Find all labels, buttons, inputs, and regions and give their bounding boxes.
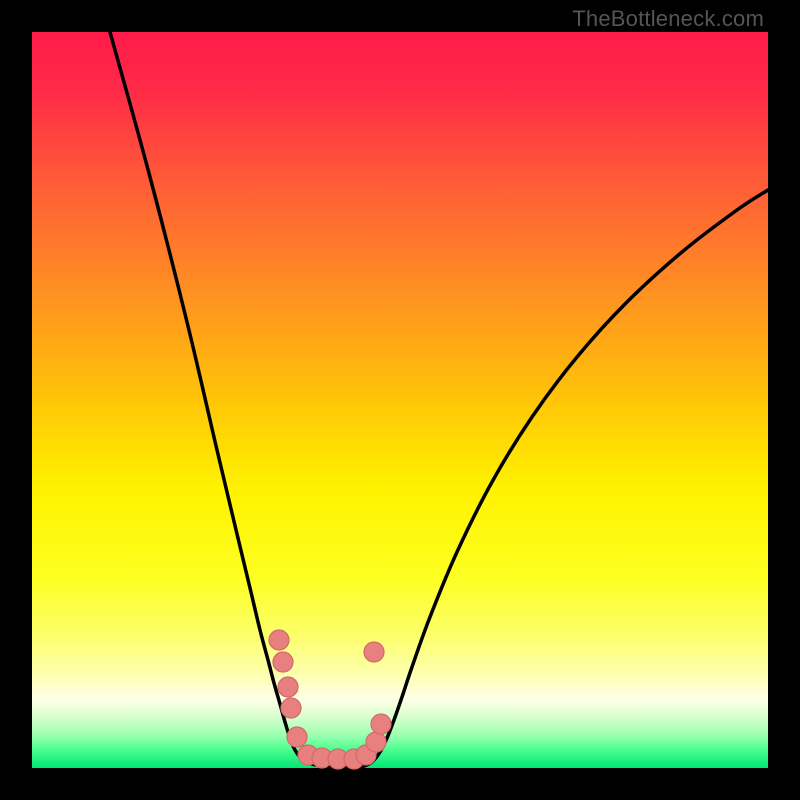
data-markers — [269, 630, 391, 769]
data-marker — [269, 630, 289, 650]
plot-area — [32, 32, 768, 768]
data-marker — [364, 642, 384, 662]
curve-layer — [32, 32, 768, 768]
data-marker — [281, 698, 301, 718]
watermark-text: TheBottleneck.com — [572, 6, 764, 32]
bottleneck-curve — [110, 32, 768, 767]
data-marker — [273, 652, 293, 672]
data-marker — [366, 732, 386, 752]
data-marker — [287, 727, 307, 747]
chart-frame: TheBottleneck.com — [0, 0, 800, 800]
data-marker — [278, 677, 298, 697]
data-marker — [371, 714, 391, 734]
